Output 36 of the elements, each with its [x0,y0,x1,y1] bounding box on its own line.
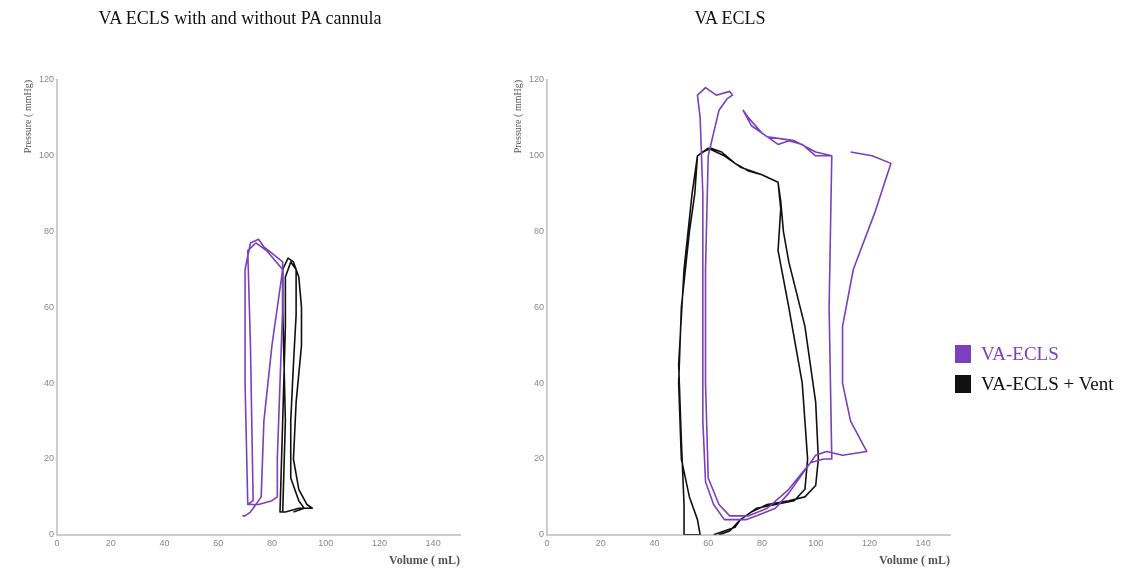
x-axis-title: Volume ( mL) [389,552,460,567]
y-tick-label: 120 [38,74,55,85]
legend-label: VA-ECLS [981,343,1059,365]
y-tick-label: 40 [44,377,55,388]
x-tick-label: 100 [318,537,334,548]
x-tick-label: 80 [266,537,277,548]
y-tick-label: 80 [44,226,55,237]
x-axis-title: Volume ( mL) [879,552,950,567]
chart-title: VA ECLS with and without PA cannula [97,8,383,29]
x-tick-label: 100 [808,537,824,548]
x-tick-label: 140 [915,537,931,548]
y-axis-title: Pressure ( mmHg) [21,80,34,154]
legend-label: VA-ECLS + Vent [981,373,1114,395]
x-tick-label: 80 [756,537,767,548]
y-tick-label: 60 [534,301,545,312]
x-tick-label: 120 [861,537,877,548]
y-tick-label: 20 [44,453,55,464]
x-tick-label: 40 [159,537,170,548]
y-tick-label: 80 [534,226,545,237]
y-tick-label: 100 [38,150,55,161]
x-tick-label: 120 [371,537,387,548]
y-tick-label: 120 [528,74,545,85]
x-tick-label: 20 [595,537,606,548]
x-tick-label: 40 [649,537,660,548]
y-tick-label: 0 [49,529,55,540]
y-tick-label: 0 [539,529,545,540]
x-tick-label: 60 [213,537,224,548]
x-tick-label: 140 [425,537,441,548]
y-tick-label: 40 [534,377,545,388]
y-axis-title: Pressure ( mmHg) [511,80,524,154]
y-tick-label: 20 [534,453,545,464]
chart-title: VA ECLS [693,8,767,29]
y-tick-label: 100 [528,150,545,161]
y-tick-label: 60 [44,301,55,312]
x-tick-label: 60 [703,537,714,548]
x-tick-label: 20 [105,537,116,548]
